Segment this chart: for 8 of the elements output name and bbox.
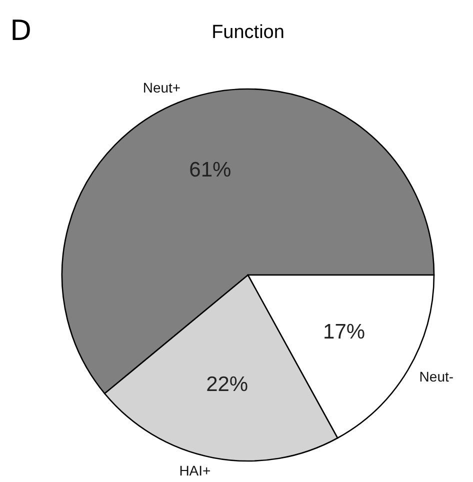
slice-label: Neut+ — [142, 80, 181, 96]
data-label: 22% — [206, 373, 248, 396]
data-label: 61% — [189, 158, 232, 182]
data-label: 17% — [323, 320, 366, 344]
text: D — [10, 14, 32, 47]
slice-label: HAI+ — [179, 462, 211, 478]
slice-label: Neut- — [419, 368, 454, 384]
chart-title: Function — [212, 22, 284, 43]
